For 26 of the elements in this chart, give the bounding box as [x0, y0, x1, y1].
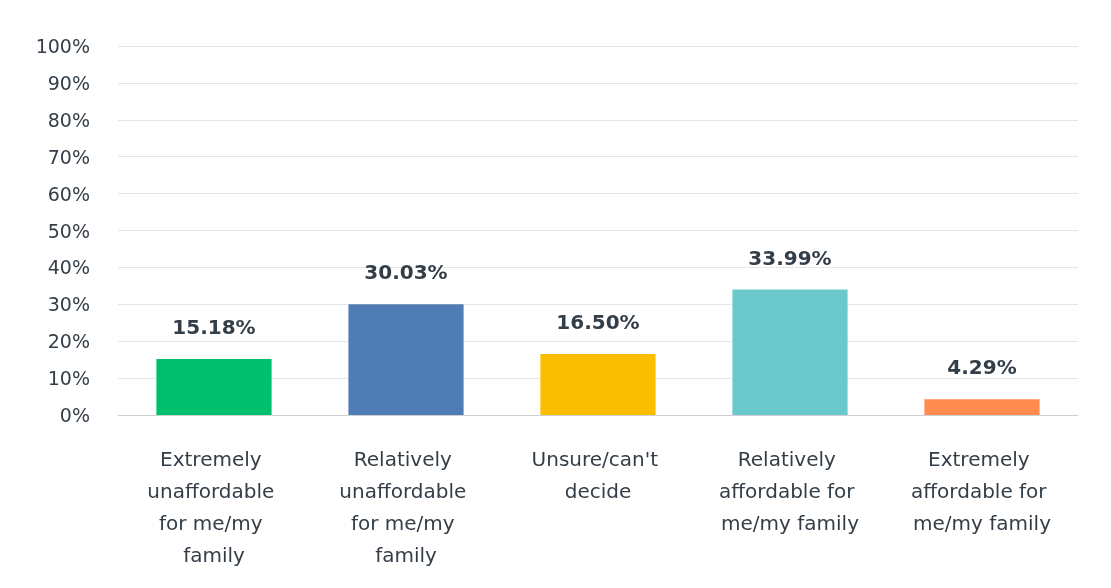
data-label: 4.29% [947, 355, 1017, 380]
y-tick-label: 100% [35, 35, 90, 57]
y-tick-label: 70% [47, 145, 90, 168]
y-tick-label: 10% [47, 367, 90, 390]
data-label: 15.18% [172, 314, 256, 339]
data-label: 30.03% [364, 260, 448, 285]
y-tick-label: 90% [47, 71, 90, 94]
bar [540, 354, 656, 415]
y-tick-label: 30% [47, 293, 90, 316]
bar [732, 289, 848, 415]
y-tick-label: 40% [47, 256, 90, 279]
y-tick-label: 50% [47, 219, 90, 242]
y-tick-label: 80% [47, 108, 90, 131]
y-tick-label: 60% [47, 182, 90, 205]
bar [348, 304, 464, 415]
x-tick-label: Extremely affordable for me/my family [911, 447, 1053, 535]
x-tick-label: Relatively unaffordable for me/my family [339, 447, 473, 567]
y-tick-label: 20% [47, 330, 90, 353]
bar [156, 358, 272, 415]
data-label: 33.99% [748, 245, 832, 270]
y-tick-label: 0% [59, 404, 90, 426]
bar [924, 399, 1040, 415]
x-tick-label: Unsure/can't decide [531, 447, 665, 503]
x-tick-label: Relatively affordable for me/my family [719, 447, 861, 535]
x-tick-label: Extremely unaffordable for me/my family [147, 447, 281, 567]
data-label: 16.50% [556, 310, 640, 335]
